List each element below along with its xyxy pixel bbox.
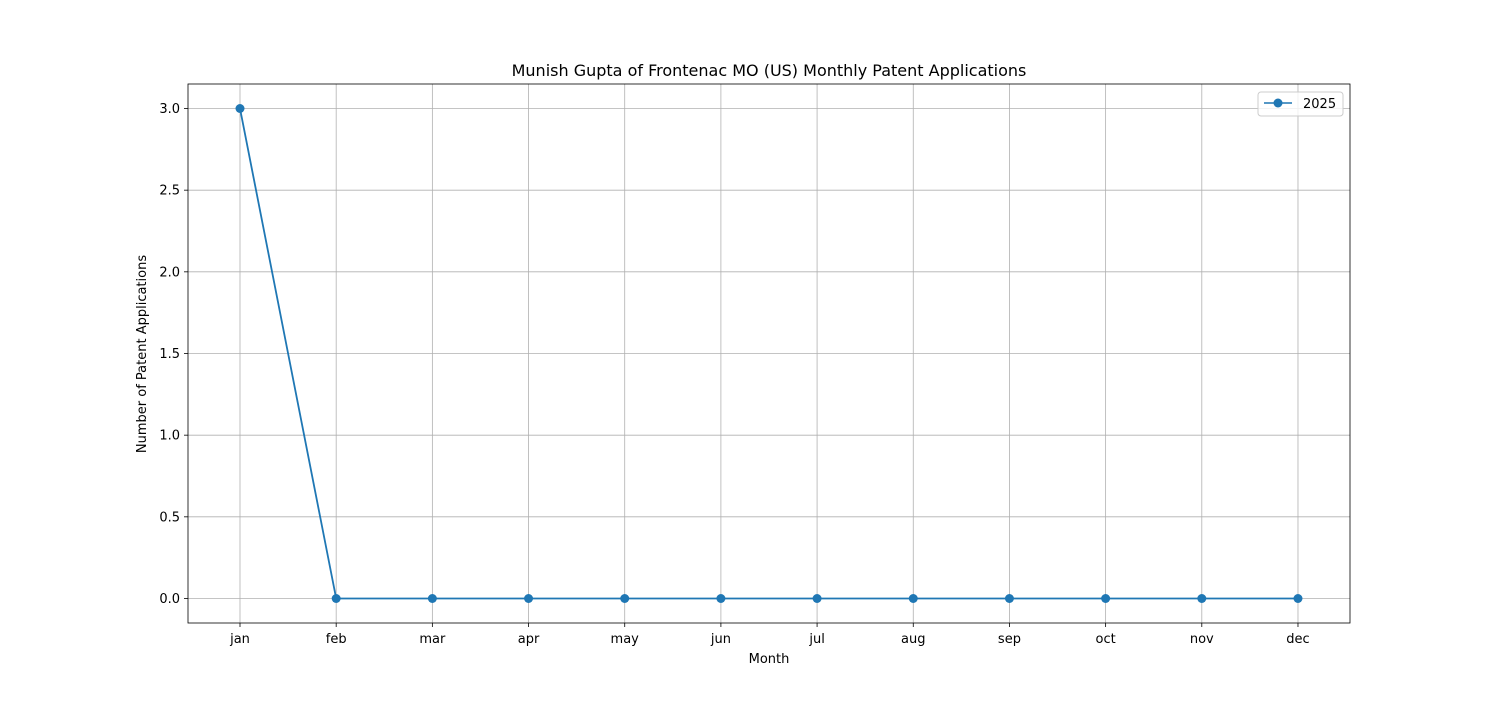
y-tick-label: 1.0 — [159, 429, 180, 444]
x-tick-label-aug: aug — [901, 632, 925, 647]
legend-marker-2025 — [1274, 99, 1283, 108]
y-axis-title: Number of Patent Applications — [135, 255, 150, 453]
data-point-apr — [524, 594, 533, 603]
data-point-aug — [909, 594, 918, 603]
x-tick-label-may: may — [611, 632, 640, 647]
x-tick-label-mar: mar — [419, 632, 446, 647]
x-tick-label-dec: dec — [1286, 632, 1309, 647]
data-point-sep — [1005, 594, 1014, 603]
data-point-mar — [428, 594, 437, 603]
data-point-dec — [1293, 594, 1302, 603]
legend-label-2025: 2025 — [1303, 97, 1336, 112]
data-point-may — [620, 594, 629, 603]
x-axis-title: Month — [749, 652, 790, 667]
grid — [188, 84, 1350, 623]
x-tick-label-apr: apr — [518, 632, 540, 647]
y-tick-label: 0.5 — [159, 510, 180, 525]
x-tick-label-oct: oct — [1096, 632, 1116, 647]
data-point-nov — [1197, 594, 1206, 603]
data-point-jul — [813, 594, 822, 603]
legend: 2025 — [1258, 92, 1343, 116]
data-point-jun — [716, 594, 725, 603]
y-tick-label: 2.0 — [159, 265, 180, 280]
y-axis-ticks: 0.0 0.5 1.0 1.5 2.0 2.5 3.0 — [159, 102, 188, 607]
x-tick-label-jul: jul — [808, 632, 824, 647]
x-tick-label-nov: nov — [1190, 632, 1214, 647]
x-tick-label-feb: feb — [326, 632, 347, 647]
data-point-jan — [236, 104, 245, 113]
y-tick-label: 1.5 — [159, 347, 180, 362]
y-tick-label: 3.0 — [159, 102, 180, 117]
y-tick-label: 0.0 — [159, 592, 180, 607]
chart-title: Munish Gupta of Frontenac MO (US) Monthl… — [512, 61, 1027, 80]
x-tick-label-jun: jun — [710, 632, 731, 647]
x-axis-ticks: jan feb mar apr may jun jul aug sep oct nov dec — [229, 623, 1310, 647]
data-point-oct — [1101, 594, 1110, 603]
y-tick-label: 2.5 — [159, 184, 180, 199]
data-point-feb — [332, 594, 341, 603]
x-tick-label-sep: sep — [998, 632, 1021, 647]
x-tick-label-jan: jan — [229, 632, 250, 647]
